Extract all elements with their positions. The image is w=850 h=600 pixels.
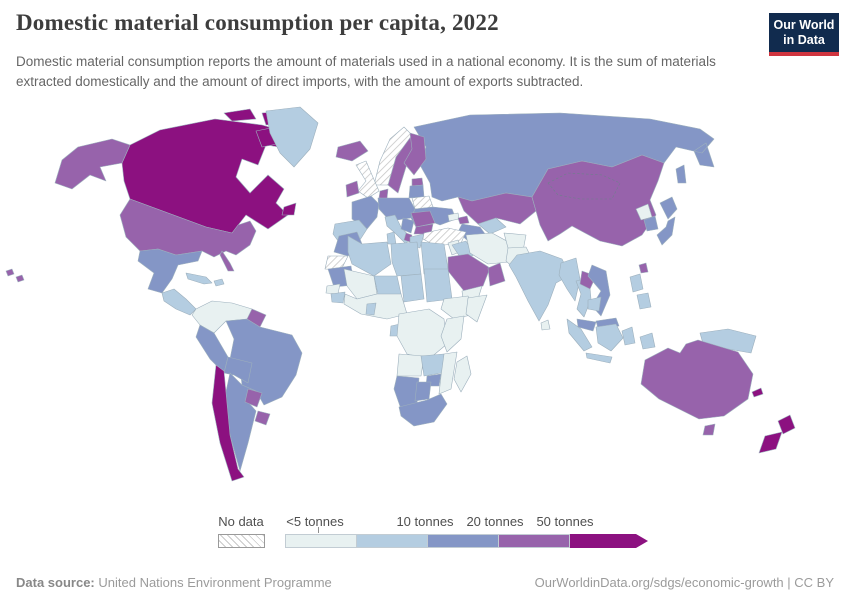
- region-java[interactable]: [585, 352, 613, 364]
- region-india[interactable]: [508, 250, 571, 322]
- region-sri-lanka[interactable]: [540, 319, 551, 331]
- region-botswana[interactable]: [414, 381, 432, 402]
- region-cuba[interactable]: [185, 272, 213, 285]
- region-hawaii[interactable]: [5, 268, 25, 283]
- region-vietnam[interactable]: [587, 264, 611, 317]
- region-tasmania[interactable]: [702, 423, 716, 436]
- legend-swatch-gt50[interactable]: [570, 534, 648, 548]
- legend-label-10: 10 tonnes: [396, 514, 454, 529]
- map-legend: No data <5 tonnes 10 tonnes 20 tonnes 50…: [0, 512, 850, 560]
- region-malaysia[interactable]: [576, 317, 620, 332]
- region-paraguay[interactable]: [244, 388, 263, 408]
- region-new-caledonia[interactable]: [751, 387, 764, 398]
- region-denmark[interactable]: [378, 188, 389, 200]
- region-uzbekistan[interactable]: [477, 217, 507, 235]
- region-norway[interactable]: [373, 126, 413, 186]
- region-newfoundland[interactable]: [281, 202, 297, 216]
- region-central-america[interactable]: [161, 288, 197, 316]
- region-estonia[interactable]: [411, 177, 424, 187]
- legend-label-lt5: <5 tonnes: [286, 514, 344, 529]
- legend-swatch-lt5[interactable]: [285, 534, 357, 548]
- region-china[interactable]: [531, 154, 665, 247]
- region-caribbean[interactable]: [213, 278, 225, 287]
- region-finland[interactable]: [403, 132, 427, 176]
- region-algeria[interactable]: [347, 235, 392, 277]
- region-sudan[interactable]: [423, 268, 453, 303]
- region-oman[interactable]: [487, 262, 506, 287]
- region-east-africa[interactable]: [440, 315, 465, 353]
- region-alaska[interactable]: [54, 138, 131, 190]
- region-indonesia-east[interactable]: [639, 332, 656, 350]
- region-russia[interactable]: [413, 112, 715, 202]
- legend-swatch-b20_50[interactable]: [499, 534, 570, 548]
- region-central-africa[interactable]: [396, 308, 448, 360]
- region-bolivia[interactable]: [223, 356, 253, 384]
- region-cambodia[interactable]: [587, 296, 602, 312]
- region-sulawesi[interactable]: [621, 326, 636, 346]
- footer-link[interactable]: OurWorldinData.org/sdgs/economic-growth …: [534, 574, 834, 590]
- page-title: Domestic material consumption per capita…: [16, 10, 499, 35]
- legend-bar[interactable]: [285, 534, 648, 548]
- region-tunisia[interactable]: [386, 231, 397, 245]
- chart-subtitle: Domestic material consumption reports th…: [16, 54, 716, 89]
- legend-swatch-b10_20[interactable]: [428, 534, 499, 548]
- region-borneo[interactable]: [595, 323, 624, 352]
- region-florida[interactable]: [219, 250, 235, 272]
- legend-label-no-data: No data: [218, 514, 264, 529]
- region-guyana[interactable]: [246, 308, 267, 328]
- region-chile[interactable]: [211, 364, 245, 482]
- region-senegal[interactable]: [325, 283, 341, 295]
- region-usa[interactable]: [119, 198, 257, 258]
- world-map: [0, 105, 850, 505]
- chart-footer: Data source: United Nations Environment …: [0, 564, 850, 600]
- region-somalia[interactable]: [465, 294, 488, 323]
- region-mexico[interactable]: [137, 248, 203, 294]
- no-data-swatch[interactable]: [218, 534, 265, 548]
- region-myanmar[interactable]: [558, 257, 581, 302]
- legend-swatch-b5_10[interactable]: [357, 534, 428, 548]
- region-japan[interactable]: [656, 196, 678, 246]
- region-greenland[interactable]: [265, 106, 319, 168]
- region-angola[interactable]: [396, 353, 425, 377]
- legend-label-50: 50 tonnes: [536, 514, 594, 529]
- region-balkans[interactable]: [400, 217, 415, 234]
- region-madagascar[interactable]: [453, 355, 472, 393]
- region-kazakhstan[interactable]: [457, 192, 537, 225]
- world-map-svg: [5, 106, 796, 482]
- region-philippines[interactable]: [629, 273, 652, 310]
- region-mongolia[interactable]: [547, 172, 621, 200]
- region-libya[interactable]: [390, 241, 422, 277]
- data-source-value: United Nations Environment Programme: [98, 574, 332, 590]
- region-iceland[interactable]: [335, 140, 369, 162]
- region-peru[interactable]: [195, 324, 229, 374]
- region-guinea[interactable]: [330, 291, 346, 304]
- region-uruguay[interactable]: [254, 410, 271, 426]
- legend-label-20: 20 tonnes: [466, 514, 524, 529]
- region-romania[interactable]: [410, 210, 436, 228]
- region-ireland[interactable]: [345, 180, 360, 198]
- region-latvia-lithuania[interactable]: [408, 184, 425, 199]
- region-united-kingdom[interactable]: [355, 160, 380, 199]
- region-mozambique[interactable]: [438, 351, 458, 395]
- region-chad[interactable]: [400, 273, 425, 303]
- data-source-label: Data source:: [16, 574, 95, 590]
- region-azerbaijan[interactable]: [457, 215, 470, 225]
- region-ghana[interactable]: [365, 302, 377, 316]
- region-australia[interactable]: [640, 339, 754, 420]
- owid-logo[interactable]: Our World in Data: [769, 13, 839, 56]
- region-sumatra[interactable]: [566, 318, 593, 352]
- owid-logo-line2: in Data: [783, 32, 825, 47]
- region-new-zealand[interactable]: [758, 414, 796, 454]
- region-taiwan[interactable]: [638, 262, 649, 274]
- data-source: Data source: United Nations Environment …: [16, 575, 332, 590]
- region-south-africa[interactable]: [398, 393, 448, 427]
- region-south-korea[interactable]: [643, 215, 659, 232]
- legend-tick: [318, 527, 319, 533]
- owid-logo-line1: Our World: [773, 18, 835, 32]
